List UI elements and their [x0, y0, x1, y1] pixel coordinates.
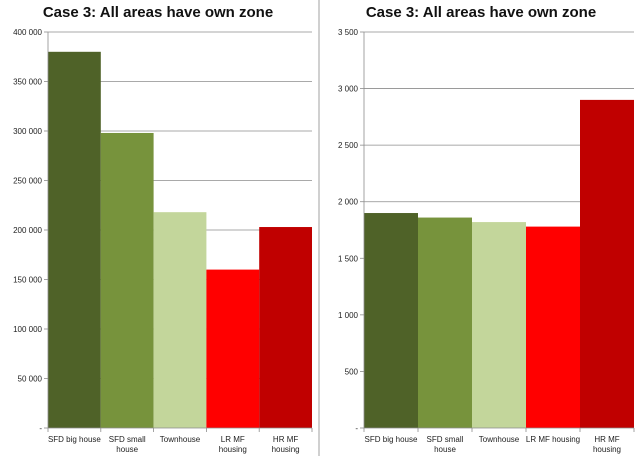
left-bar-chart: - 50 000 100 000 150 000 200 000 250 000 300 0…	[13, 28, 313, 454]
y-tick-label: 100 000	[13, 325, 42, 334]
y-tick-label: 50 000	[18, 375, 43, 384]
chart-title: Case 3: All areas have own zone	[42, 4, 274, 21]
x-tick-label: SFD big house	[48, 435, 101, 444]
chart-title: Case 3: All areas have own zone	[365, 4, 597, 21]
bar	[472, 222, 526, 428]
y-tick-label: 2 500	[338, 141, 359, 150]
bar	[206, 269, 260, 428]
x-tick-label: LR MF housing	[526, 435, 580, 444]
bar	[259, 227, 312, 428]
left-chart-panel: Case 3: All areas have own zone - 50 000 1…	[0, 0, 316, 456]
x-tick-label: SFD small house	[427, 435, 464, 454]
x-tick-label: LR MF housing	[219, 435, 247, 454]
right-chart-panel: Case 3: All areas have own zone - 500 1 00…	[322, 0, 640, 456]
y-tick-label: 500	[345, 367, 359, 376]
x-tick-label: Townhouse	[479, 435, 520, 444]
y-tick-label: -	[39, 424, 42, 433]
bar	[580, 99, 634, 428]
y-tick-label: 150 000	[13, 276, 42, 285]
right-bar-chart: - 500 1 000 1 500 2 000 2 500 3 000 3 500 SFD bi…	[338, 28, 635, 454]
x-tick-label: HR MF housing	[272, 435, 300, 454]
x-tick-label: SFD small house	[109, 435, 146, 454]
bar	[153, 212, 207, 428]
y-tick-label: 400 000	[13, 28, 42, 37]
y-tick-label: 1 500	[338, 254, 359, 263]
x-tick-label: HR MF housing	[593, 435, 621, 454]
panel-divider	[318, 0, 320, 456]
y-tick-label: 250 000	[13, 177, 42, 186]
bar	[48, 51, 101, 429]
bar	[364, 213, 418, 428]
y-tick-label: 200 000	[13, 226, 42, 235]
y-tick-label: 350 000	[13, 78, 42, 87]
bar	[100, 132, 154, 429]
bar	[526, 226, 580, 428]
y-tick-label: -	[355, 424, 358, 433]
y-tick-label: 3 500	[338, 28, 359, 37]
y-tick-label: 300 000	[13, 127, 42, 136]
x-tick-label: SFD big house	[365, 435, 418, 444]
y-tick-label: 3 000	[338, 85, 359, 94]
y-tick-label: 1 000	[338, 311, 359, 320]
bar	[418, 217, 472, 428]
x-tick-label: Townhouse	[160, 435, 201, 444]
y-tick-label: 2 000	[338, 198, 359, 207]
